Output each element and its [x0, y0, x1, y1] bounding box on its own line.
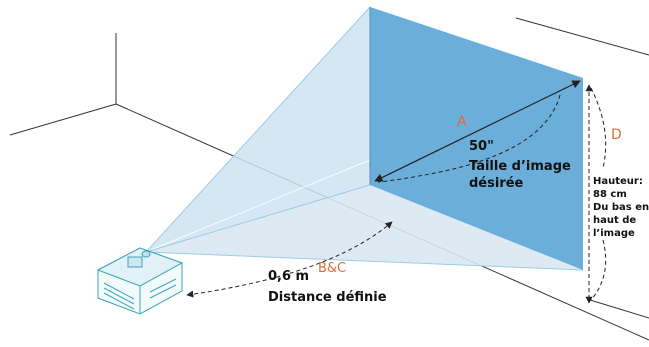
diagonal-arrow: [374, 80, 581, 182]
label-size-caption-2: désirée: [469, 176, 524, 191]
beam-edge-mid: [145, 184, 371, 253]
wall-top-line: [515, 17, 649, 56]
beam-edge-top: [145, 6, 371, 253]
projector-side-vent-2: [149, 284, 177, 299]
projector-control-panel: [127, 256, 143, 268]
projector-icon: [96, 247, 184, 315]
label-height-5: l’image: [593, 228, 635, 239]
label-height-3: Du bas en: [593, 202, 649, 213]
projector-lens: [141, 250, 151, 258]
height-bracket-top: [590, 87, 607, 169]
label-a: A: [457, 114, 467, 130]
projector-side-vent-1: [149, 278, 177, 293]
label-distance: 0,6 m: [268, 269, 309, 284]
label-size-caption-1: Taille d’image: [469, 159, 571, 174]
height-bracket-bottom: [590, 239, 607, 301]
label-height-2: 88 cm: [593, 189, 627, 200]
label-height-1: Hauteur:: [593, 176, 643, 187]
projector-vent-1: [103, 282, 135, 300]
projector-vent-3: [103, 292, 135, 310]
label-size: 50": [469, 139, 494, 154]
label-height-4: haut de: [593, 215, 636, 226]
label-d: D: [611, 127, 622, 143]
size-leader-dashed: [377, 94, 561, 183]
label-distance-caption: Distance définie: [268, 290, 387, 305]
beam-center-line: [145, 159, 371, 253]
projector-vent-2: [103, 287, 135, 305]
distance-arrow: [186, 221, 393, 298]
floor-left-line: [9, 103, 117, 136]
label-bc: B&C: [318, 261, 346, 276]
floor-right-line: [589, 299, 649, 319]
